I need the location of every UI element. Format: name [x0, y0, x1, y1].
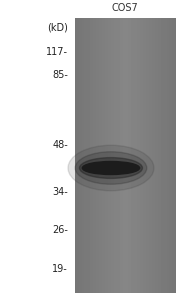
Ellipse shape	[79, 158, 142, 178]
Text: 26-: 26-	[52, 225, 68, 235]
Text: COS7: COS7	[112, 3, 139, 13]
Text: 48-: 48-	[52, 140, 68, 150]
Text: 85-: 85-	[52, 70, 68, 80]
Ellipse shape	[75, 152, 147, 184]
Text: 34-: 34-	[52, 187, 68, 197]
Text: 19-: 19-	[52, 264, 68, 274]
Ellipse shape	[82, 161, 140, 175]
Ellipse shape	[68, 145, 154, 191]
Text: (kD): (kD)	[47, 23, 68, 33]
Text: 117-: 117-	[46, 47, 68, 57]
